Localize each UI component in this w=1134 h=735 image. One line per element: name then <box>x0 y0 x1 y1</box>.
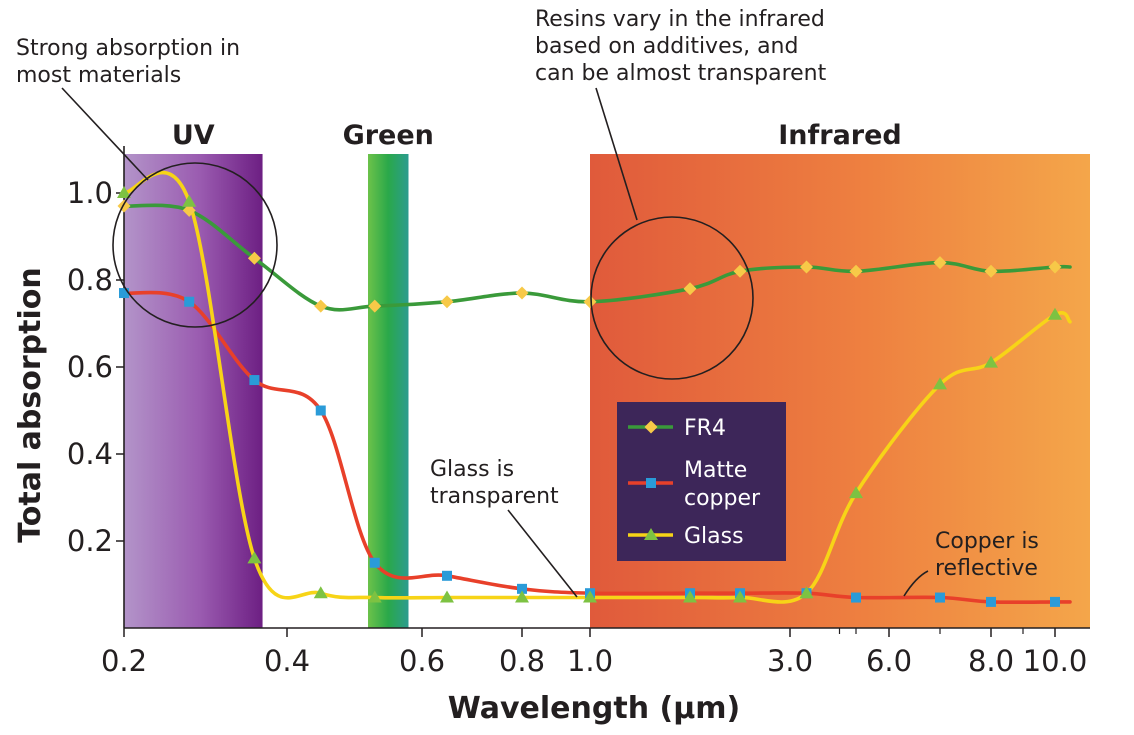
point-fr4 <box>314 299 328 313</box>
region-uv <box>124 154 263 628</box>
point-matte-copper <box>1050 596 1060 607</box>
legend-marker-matte-copper <box>646 478 656 488</box>
point-glass <box>313 586 328 599</box>
annotation-leader-resins <box>595 87 638 221</box>
point-glass <box>583 590 597 603</box>
point-glass <box>683 590 697 603</box>
x-tick-label: 3.0 <box>767 644 813 678</box>
x-axis-title: Wavelength (µm) <box>448 691 741 726</box>
y-tick-label: 0.2 <box>67 524 113 558</box>
point-glass <box>247 551 262 564</box>
legend: FR4 Matte copper Glass <box>617 402 786 561</box>
point-glass <box>733 590 747 603</box>
point-matte-copper <box>119 288 129 299</box>
point-glass <box>515 590 529 603</box>
annotation-glass-line: transparent <box>430 484 559 509</box>
annotation-circle-uv <box>112 162 278 328</box>
point-glass <box>984 355 998 368</box>
point-fr4 <box>583 295 597 309</box>
x-tick-label: 0.6 <box>399 644 445 678</box>
point-fr4 <box>849 264 863 278</box>
point-fr4 <box>515 286 529 300</box>
annotation-leader-copper <box>903 570 929 597</box>
x-tick-label: 0.2 <box>101 644 147 678</box>
annotation-strong-line: Strong absorption in <box>16 36 240 61</box>
x-tick-label: 8.0 <box>968 644 1014 678</box>
point-fr4 <box>800 260 813 274</box>
point-fr4 <box>933 256 947 270</box>
annotation-copper-line: reflective <box>935 556 1038 581</box>
legend-marker-glass <box>644 528 658 540</box>
annotation-leader-strong <box>61 87 149 181</box>
point-glass <box>933 377 947 390</box>
region-label-green: Green <box>343 120 434 151</box>
point-fr4 <box>182 203 196 217</box>
region-label-infrared: Infrared <box>778 120 902 151</box>
point-matte-copper <box>986 596 996 607</box>
point-glass <box>799 586 814 599</box>
x-tick-label: 0.4 <box>264 644 310 678</box>
point-matte-copper <box>851 592 861 603</box>
y-tick-label: 0.6 <box>67 350 113 384</box>
legend-label-matte-copper: Matte <box>684 458 747 483</box>
y-tick-label: 0.4 <box>67 437 113 471</box>
x-tick-label: 10.0 <box>1023 644 1088 678</box>
point-matte-copper <box>315 405 326 416</box>
x-tick-label: 1.0 <box>567 644 613 678</box>
point-fr4 <box>1048 260 1062 274</box>
point-fr4 <box>683 282 697 296</box>
series-line-fr4 <box>122 203 1072 312</box>
annotation-glass-line: Glass is <box>430 457 514 482</box>
point-matte-copper <box>442 570 452 581</box>
x-tick-label: 0.8 <box>499 644 545 678</box>
y-tick-label: 1.0 <box>67 176 113 210</box>
point-fr4 <box>247 251 261 265</box>
point-glass <box>367 590 382 603</box>
y-axis-title: Total absorption <box>13 267 48 542</box>
x-tick-label: 6.0 <box>866 644 912 678</box>
point-fr4 <box>984 264 998 278</box>
series-layer <box>117 170 1072 607</box>
point-glass <box>117 186 131 198</box>
region-green <box>368 154 409 628</box>
point-matte-copper <box>184 296 195 307</box>
point-matte-copper <box>517 583 527 594</box>
annotation-copper-line: Copper is <box>935 529 1039 554</box>
annotation-resins-line: can be almost transparent <box>535 61 827 86</box>
legend-label-glass: Glass <box>684 524 744 549</box>
region-label-uv: UV <box>172 120 215 151</box>
y-tick-label: 0.8 <box>67 263 113 297</box>
annotation-leader-glass <box>507 509 578 598</box>
point-fr4 <box>368 299 382 313</box>
point-glass <box>849 486 863 499</box>
legend-marker-fr4 <box>644 420 658 434</box>
legend-label-matte-copper: copper <box>684 486 761 511</box>
annotation-resins-line: Resins vary in the infrared <box>535 7 825 32</box>
axes-layer: 0.2 0.4 0.6 0.8 1.0 0.2 0.4 0.6 0.8 1.0 3.0 6.0 8.0 1… <box>67 146 1090 678</box>
annotation-circle-ir <box>590 216 754 380</box>
legend-label-fr4: FR4 <box>684 416 726 441</box>
point-glass <box>182 194 197 207</box>
annotation-strong-line: most materials <box>16 63 181 88</box>
point-glass <box>440 590 454 603</box>
point-matte-copper <box>369 557 380 568</box>
point-matte-copper <box>935 592 945 603</box>
point-glass <box>1048 307 1062 320</box>
point-fr4 <box>440 295 454 309</box>
point-matte-copper <box>249 375 260 386</box>
annotation-resins-line: based on additives, and <box>535 34 798 59</box>
point-fr4 <box>733 264 747 278</box>
